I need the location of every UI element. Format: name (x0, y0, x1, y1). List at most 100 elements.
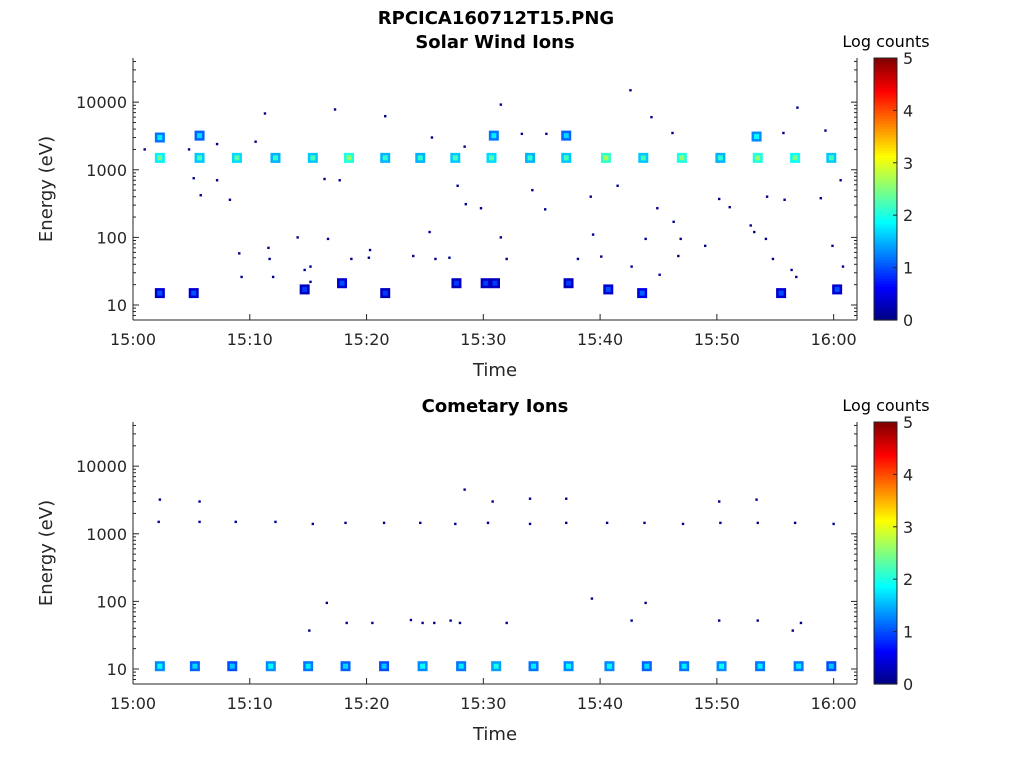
panel-title: Cometary Ions (422, 396, 569, 417)
colorbar-swatch (874, 566, 897, 570)
colorbar-swatch (874, 571, 897, 575)
colorbar-swatch (874, 99, 897, 104)
data-cell-core (754, 134, 760, 140)
colorbar-swatch (874, 424, 897, 428)
colorbar-swatch (874, 442, 897, 447)
data-cell-core (681, 663, 687, 669)
data-point (499, 236, 503, 239)
colorbar-swatch (874, 139, 897, 143)
colorbar-swatch (874, 568, 897, 572)
colorbar-swatch (874, 592, 897, 596)
data-cell-core (644, 663, 650, 669)
data-cell-core (640, 155, 646, 161)
data-point (832, 522, 835, 526)
colorbar-swatch (874, 553, 897, 557)
colorbar-swatch (874, 257, 897, 261)
data-point (719, 521, 722, 525)
y-tick-label: 10000 (76, 93, 127, 112)
colorbar-swatch (874, 448, 897, 452)
x-tick-label: 15:40 (577, 694, 623, 713)
data-point (783, 198, 786, 201)
data-point (449, 619, 452, 622)
colorbar-swatch (874, 500, 897, 504)
panel-title: Solar Wind Ions (415, 32, 574, 53)
data-point (600, 255, 603, 258)
colorbar-swatch (874, 241, 897, 245)
colorbar-swatch (874, 280, 897, 284)
y-tick-label: 1000 (86, 161, 127, 180)
x-tick-label: 15:10 (227, 330, 273, 349)
colorbar-tick-label: 4 (903, 465, 913, 484)
data-cell-core (566, 280, 572, 286)
data-cell-core (310, 155, 316, 161)
colorbar-tick-label: 3 (903, 518, 913, 537)
colorbar-swatch (874, 461, 897, 465)
data-cell-core (453, 280, 459, 286)
colorbar-swatch (874, 634, 897, 638)
data-point (368, 248, 372, 252)
colorbar-swatch (874, 196, 897, 201)
data-cell-core (566, 663, 572, 669)
data-point (382, 521, 386, 525)
data-point (679, 237, 682, 241)
colorbar-swatch (874, 97, 897, 101)
data-cell-core (605, 286, 611, 292)
plot-area (133, 58, 857, 320)
data-cell-core (757, 663, 763, 669)
data-cell-core (192, 663, 198, 669)
colorbar-swatch (874, 267, 897, 271)
data-cell-core (603, 155, 609, 161)
colorbar-swatch (874, 422, 897, 426)
colorbar-swatch (874, 181, 897, 185)
colorbar-swatch (874, 160, 897, 164)
data-point (311, 522, 315, 526)
colorbar-swatch (874, 573, 897, 578)
data-cell-core (420, 663, 426, 669)
colorbar-swatch (874, 152, 897, 156)
data-point (728, 205, 731, 209)
y-axis-label: Energy (eV) (36, 136, 57, 242)
data-point (839, 179, 842, 182)
colorbar-swatch (874, 199, 897, 203)
colorbar-swatch (874, 165, 897, 169)
colorbar-swatch (874, 272, 897, 277)
data-point (371, 621, 374, 625)
colorbar-swatch (874, 516, 897, 520)
colorbar-swatch (874, 299, 897, 303)
colorbar-swatch (874, 236, 897, 240)
data-point (325, 601, 329, 605)
data-point (448, 256, 451, 259)
colorbar-swatch (874, 225, 897, 229)
data-cell-core (483, 280, 489, 286)
data-point (819, 196, 822, 200)
data-point (565, 521, 568, 525)
colorbar-swatch (874, 676, 897, 680)
colorbar-swatch (874, 270, 897, 274)
data-point (644, 601, 647, 605)
colorbar-swatch (874, 660, 897, 664)
colorbar-swatch (874, 639, 897, 643)
x-tick-label: 15:20 (343, 694, 389, 713)
colorbar-swatch (874, 238, 897, 242)
colorbar-swatch (874, 309, 897, 313)
data-cell-core (339, 280, 345, 286)
colorbar-swatch (874, 560, 897, 565)
colorbar-swatch (874, 81, 897, 85)
colorbar-swatch (874, 537, 897, 541)
colorbar-swatch (874, 144, 897, 148)
colorbar-swatch (874, 191, 897, 195)
colorbar-swatch (874, 497, 897, 502)
data-point (799, 621, 803, 625)
colorbar-swatch (874, 545, 897, 549)
colorbar-tick-label: 1 (903, 623, 913, 642)
data-point (309, 280, 312, 284)
data-cell-core (382, 155, 388, 161)
x-axis-label: Time (472, 360, 517, 381)
data-point (430, 136, 434, 139)
data-cell-core (382, 290, 388, 296)
colorbar-tick-label: 5 (903, 413, 913, 432)
x-tick-label: 15:30 (460, 694, 506, 713)
data-cell-core (229, 663, 235, 669)
colorbar-swatch (874, 534, 897, 538)
